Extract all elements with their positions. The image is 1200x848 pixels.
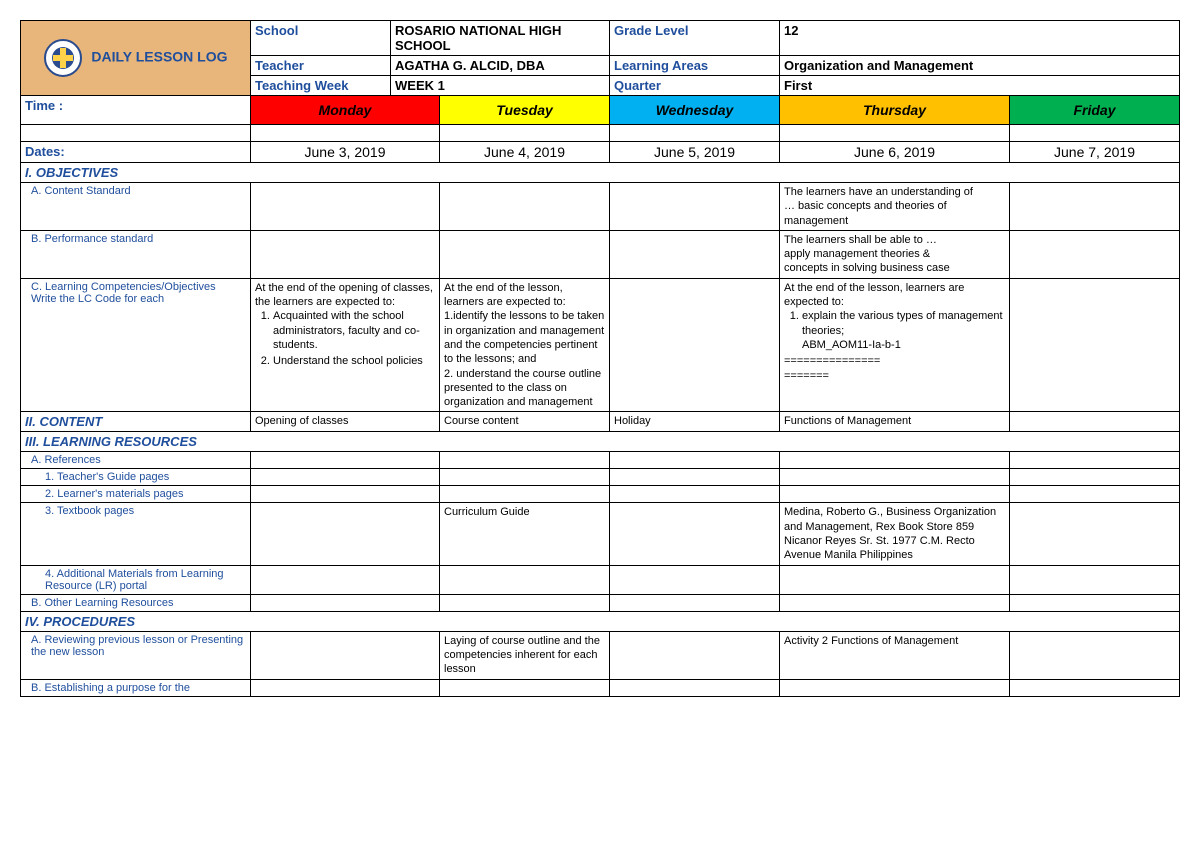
school-value: ROSARIO NATIONAL HIGH SCHOOL	[391, 21, 610, 56]
title-cell: DAILY LESSON LOG	[21, 21, 251, 96]
performance-standard-row: B. Performance standard The learners sha…	[21, 230, 1180, 278]
dates-row: Dates: June 3, 2019 June 4, 2019 June 5,…	[21, 142, 1180, 163]
resources-head-row: III. LEARNING RESOURCES	[21, 432, 1180, 452]
day-head-mon: Monday	[251, 96, 440, 125]
references-row: A. References	[21, 452, 1180, 469]
objectives-head-row: I. OBJECTIVES	[21, 163, 1180, 183]
competencies-mon-intro: At the end of the opening of classes, th…	[255, 282, 433, 308]
competencies-thu-intro: At the end of the lesson, learners are e…	[784, 282, 964, 308]
additional-mat-label: 4. Additional Materials from Learning Re…	[21, 565, 251, 594]
week-value: WEEK 1	[391, 76, 610, 96]
time-label: Time :	[21, 96, 251, 125]
content-thu: Functions of Management	[780, 412, 1010, 432]
objectives-head: I. OBJECTIVES	[21, 163, 1180, 183]
day-header-row: Time : Monday Tuesday Wednesday Thursday…	[21, 96, 1180, 125]
quarter-label: Quarter	[610, 76, 780, 96]
competencies-thu-list: explain the various types of management …	[784, 309, 1005, 352]
week-label: Teaching Week	[251, 76, 391, 96]
textbook-label: 3. Textbook pages	[21, 503, 251, 565]
references-label: A. References	[21, 452, 251, 469]
list-item: Acquainted with the school administrator…	[273, 309, 435, 352]
date-mon: June 3, 2019	[251, 142, 440, 163]
day-head-thu: Thursday	[780, 96, 1010, 125]
procedures-head-row: IV. PROCEDURES	[21, 611, 1180, 631]
resources-head: III. LEARNING RESOURCES	[21, 432, 1180, 452]
header-row-1: DAILY LESSON LOG School ROSARIO NATIONAL…	[21, 21, 1180, 56]
date-fri: June 7, 2019	[1010, 142, 1180, 163]
textbook-row: 3. Textbook pages Curriculum Guide Medin…	[21, 503, 1180, 565]
competencies-thu-tail: =============== =======	[784, 355, 880, 381]
quarter-value: First	[780, 76, 1180, 96]
date-tue: June 4, 2019	[440, 142, 610, 163]
textbook-tue: Curriculum Guide	[440, 503, 610, 565]
competencies-label: C. Learning Competencies/Objectives Writ…	[21, 278, 251, 412]
content-row: II. CONTENT Opening of classes Course co…	[21, 412, 1180, 432]
content-tue: Course content	[440, 412, 610, 432]
procedures-head: IV. PROCEDURES	[21, 611, 1180, 631]
day-head-tue: Tuesday	[440, 96, 610, 125]
content-standard-label: A. Content Standard	[21, 183, 251, 231]
areas-label: Learning Areas	[610, 56, 780, 76]
proc-b-label: B. Establishing a purpose for the	[21, 679, 251, 696]
additional-mat-text: 4. Additional Materials from Learning Re…	[45, 568, 224, 592]
competencies-tue: At the end of the lesson, learners are e…	[440, 278, 610, 412]
competencies-thu: At the end of the lesson, learners are e…	[780, 278, 1010, 412]
proc-a-label: A. Reviewing previous lesson or Presenti…	[21, 631, 251, 679]
competencies-mon-list: Acquainted with the school administrator…	[255, 309, 435, 368]
content-standard-thu: The learners have an understanding of … …	[780, 183, 1010, 231]
competencies-mon: At the end of the opening of classes, th…	[251, 278, 440, 412]
teacher-label: Teacher	[251, 56, 391, 76]
spacer-row	[21, 125, 1180, 142]
proc-b-row: B. Establishing a purpose for the	[21, 679, 1180, 696]
textbook-thu: Medina, Roberto G., Business Organizatio…	[780, 503, 1010, 565]
teacher-guide-row: 1. Teacher's Guide pages	[21, 469, 1180, 486]
grade-label: Grade Level	[610, 21, 780, 56]
title-text: DAILY LESSON LOG	[91, 49, 227, 65]
proc-a-tue: Laying of course outline and the compete…	[440, 631, 610, 679]
school-label: School	[251, 21, 391, 56]
content-head: II. CONTENT	[21, 412, 251, 432]
deped-logo-icon	[43, 38, 83, 78]
teacher-guide-label: 1. Teacher's Guide pages	[21, 469, 251, 486]
dates-label: Dates:	[21, 142, 251, 163]
competencies-row: C. Learning Competencies/Objectives Writ…	[21, 278, 1180, 412]
day-head-fri: Friday	[1010, 96, 1180, 125]
learner-mat-row: 2. Learner's materials pages	[21, 486, 1180, 503]
lesson-log-table: DAILY LESSON LOG School ROSARIO NATIONAL…	[20, 20, 1180, 697]
proc-a-row: A. Reviewing previous lesson or Presenti…	[21, 631, 1180, 679]
learner-mat-label: 2. Learner's materials pages	[21, 486, 251, 503]
list-item: explain the various types of management …	[802, 309, 1005, 352]
performance-standard-label: B. Performance standard	[21, 230, 251, 278]
grade-value: 12	[780, 21, 1180, 56]
proc-a-thu: Activity 2 Functions of Management	[780, 631, 1010, 679]
list-item: Understand the school policies	[273, 354, 435, 368]
performance-standard-thu: The learners shall be able to … apply ma…	[780, 230, 1010, 278]
content-standard-row: A. Content Standard The learners have an…	[21, 183, 1180, 231]
additional-mat-row: 4. Additional Materials from Learning Re…	[21, 565, 1180, 594]
date-wed: June 5, 2019	[610, 142, 780, 163]
other-res-row: B. Other Learning Resources	[21, 594, 1180, 611]
areas-value: Organization and Management	[780, 56, 1180, 76]
content-wed: Holiday	[610, 412, 780, 432]
teacher-value: AGATHA G. ALCID, DBA	[391, 56, 610, 76]
content-mon: Opening of classes	[251, 412, 440, 432]
date-thu: June 6, 2019	[780, 142, 1010, 163]
other-res-label: B. Other Learning Resources	[21, 594, 251, 611]
day-head-wed: Wednesday	[610, 96, 780, 125]
